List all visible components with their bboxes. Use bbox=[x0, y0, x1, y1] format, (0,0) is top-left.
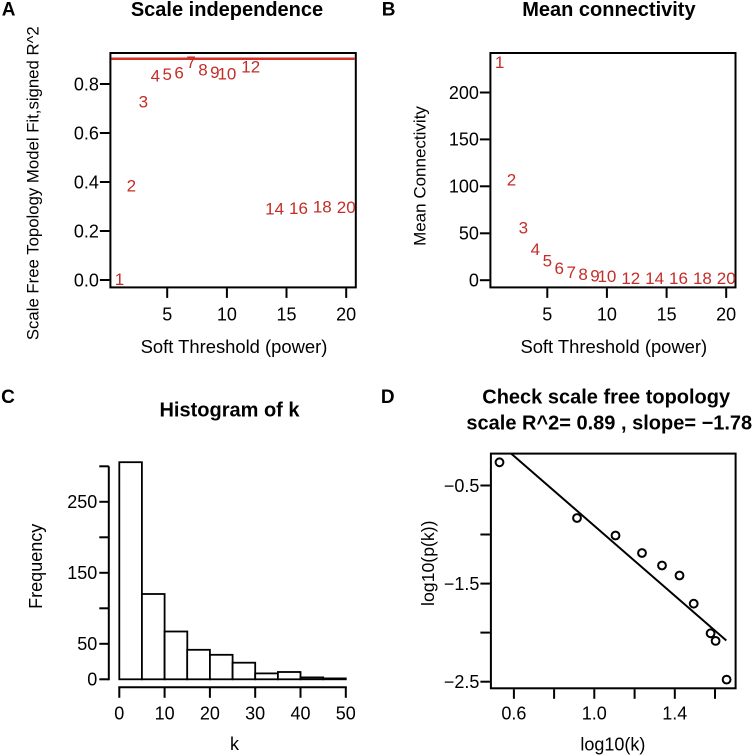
svg-text:2: 2 bbox=[507, 171, 516, 190]
svg-text:0: 0 bbox=[469, 271, 479, 291]
svg-text:Soft Threshold (power): Soft Threshold (power) bbox=[520, 336, 707, 357]
svg-text:0.0: 0.0 bbox=[74, 270, 99, 290]
svg-text:0.6: 0.6 bbox=[74, 123, 99, 143]
svg-text:Histogram of k: Histogram of k bbox=[159, 399, 300, 421]
svg-text:14: 14 bbox=[645, 269, 664, 288]
svg-text:20: 20 bbox=[717, 269, 736, 288]
svg-text:9: 9 bbox=[590, 267, 599, 286]
svg-text:10: 10 bbox=[217, 305, 237, 325]
svg-text:40: 40 bbox=[290, 704, 310, 724]
svg-text:1: 1 bbox=[495, 53, 504, 72]
svg-text:3: 3 bbox=[139, 92, 148, 111]
svg-text:8: 8 bbox=[198, 60, 207, 79]
svg-text:6: 6 bbox=[554, 259, 563, 278]
svg-text:5: 5 bbox=[162, 65, 171, 84]
svg-text:8: 8 bbox=[578, 265, 587, 284]
svg-text:log10(p(k)): log10(p(k)) bbox=[418, 520, 438, 606]
svg-text:50: 50 bbox=[77, 634, 97, 654]
svg-text:5: 5 bbox=[542, 305, 552, 325]
svg-text:log10(k): log10(k) bbox=[580, 734, 645, 754]
svg-text:20: 20 bbox=[716, 305, 736, 325]
svg-text:50: 50 bbox=[459, 224, 479, 244]
svg-text:1.0: 1.0 bbox=[582, 704, 607, 724]
svg-text:0.6: 0.6 bbox=[501, 704, 526, 724]
svg-text:D: D bbox=[381, 387, 395, 408]
svg-text:2: 2 bbox=[127, 177, 136, 196]
svg-text:Scale independence: Scale independence bbox=[131, 0, 323, 21]
svg-text:150: 150 bbox=[449, 130, 479, 150]
svg-text:Mean connectivity: Mean connectivity bbox=[522, 0, 696, 21]
svg-text:1: 1 bbox=[115, 270, 124, 289]
svg-text:10: 10 bbox=[217, 64, 236, 83]
svg-text:18: 18 bbox=[313, 197, 332, 216]
svg-text:Mean Connectivity: Mean Connectivity bbox=[410, 106, 429, 246]
svg-text:B: B bbox=[382, 0, 396, 20]
svg-text:0.8: 0.8 bbox=[74, 74, 99, 94]
svg-text:15: 15 bbox=[276, 305, 296, 325]
svg-text:150: 150 bbox=[67, 563, 97, 583]
svg-text:3: 3 bbox=[519, 219, 528, 238]
svg-text:7: 7 bbox=[186, 53, 195, 72]
svg-text:20: 20 bbox=[200, 704, 220, 724]
svg-text:Frequency: Frequency bbox=[26, 524, 46, 609]
svg-text:5: 5 bbox=[162, 305, 172, 325]
svg-text:Soft Threshold (power): Soft Threshold (power) bbox=[141, 336, 328, 357]
svg-text:12: 12 bbox=[241, 58, 260, 77]
svg-text:4: 4 bbox=[151, 67, 160, 86]
svg-text:−0.5: −0.5 bbox=[444, 476, 480, 496]
svg-text:0: 0 bbox=[114, 704, 124, 724]
svg-text:5: 5 bbox=[543, 252, 552, 271]
svg-text:10: 10 bbox=[155, 704, 175, 724]
svg-text:1.4: 1.4 bbox=[662, 704, 687, 724]
svg-text:0: 0 bbox=[87, 670, 97, 690]
svg-text:−2.5: −2.5 bbox=[444, 672, 480, 692]
svg-text:15: 15 bbox=[657, 305, 677, 325]
svg-text:10: 10 bbox=[597, 267, 616, 286]
svg-text:Scale Free Topology Model Fit,: Scale Free Topology Model Fit,signed R^2 bbox=[24, 26, 43, 340]
svg-text:4: 4 bbox=[531, 240, 540, 259]
svg-text:scale R^2= 0.89 , slope= −1.78: scale R^2= 0.89 , slope= −1.78 bbox=[466, 413, 752, 435]
svg-text:−1.5: −1.5 bbox=[444, 574, 480, 594]
svg-text:16: 16 bbox=[289, 199, 308, 218]
svg-text:7: 7 bbox=[566, 263, 575, 282]
svg-text:20: 20 bbox=[337, 198, 356, 217]
svg-text:30: 30 bbox=[245, 704, 265, 724]
svg-text:14: 14 bbox=[265, 200, 284, 219]
svg-text:12: 12 bbox=[621, 269, 640, 288]
svg-text:9: 9 bbox=[210, 63, 219, 82]
svg-text:C: C bbox=[1, 387, 15, 408]
svg-text:100: 100 bbox=[449, 177, 479, 197]
svg-text:A: A bbox=[2, 0, 16, 20]
svg-text:0.4: 0.4 bbox=[74, 172, 99, 192]
svg-text:0.2: 0.2 bbox=[74, 221, 99, 241]
svg-text:18: 18 bbox=[693, 269, 712, 288]
svg-text:16: 16 bbox=[669, 269, 688, 288]
svg-text:6: 6 bbox=[174, 63, 183, 82]
svg-text:50: 50 bbox=[336, 704, 356, 724]
svg-text:250: 250 bbox=[67, 492, 97, 512]
svg-text:200: 200 bbox=[449, 83, 479, 103]
svg-text:10: 10 bbox=[597, 305, 617, 325]
svg-text:Check scale free topology: Check scale free topology bbox=[482, 387, 731, 409]
svg-text:20: 20 bbox=[336, 305, 356, 325]
svg-text:k: k bbox=[230, 734, 240, 754]
